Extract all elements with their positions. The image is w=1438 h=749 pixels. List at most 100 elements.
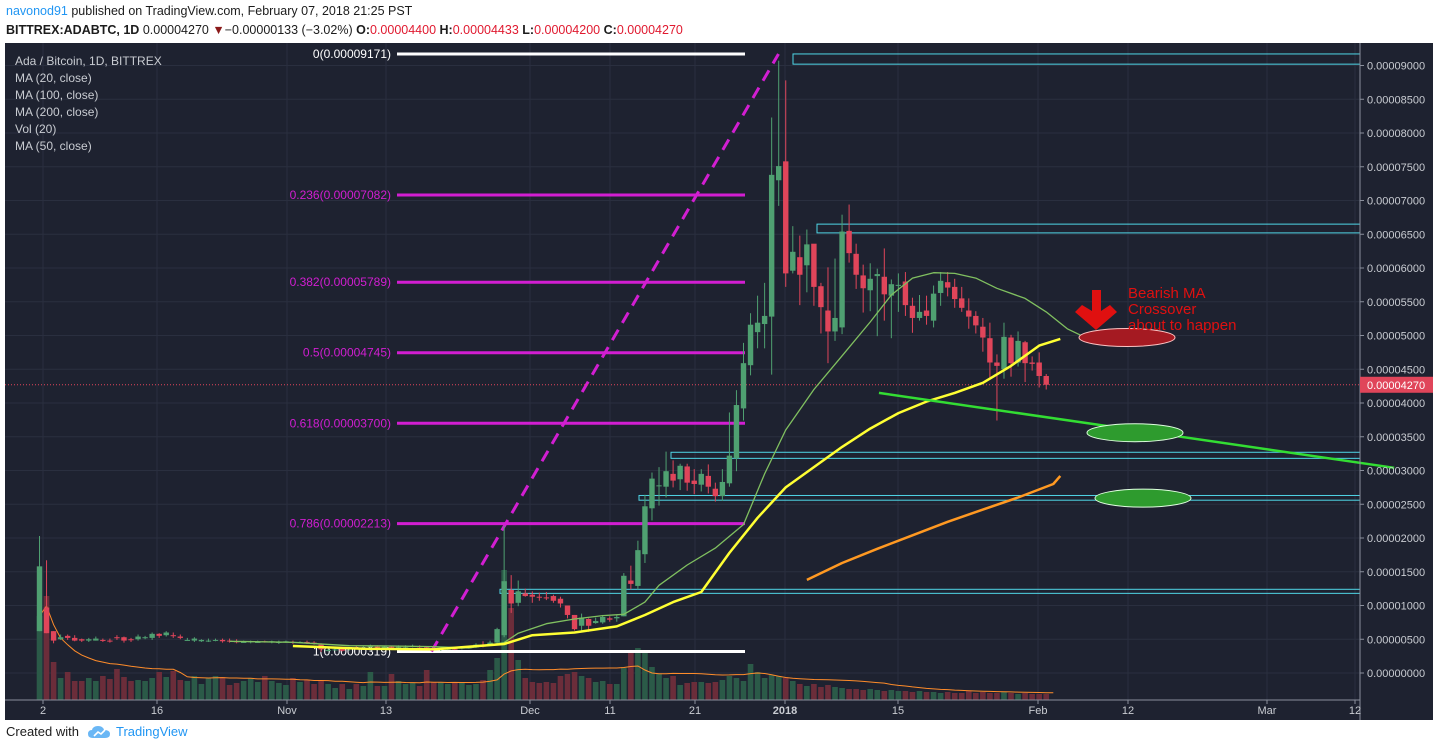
volume-bar (543, 682, 550, 700)
candle (135, 634, 141, 641)
footer: Created with TradingView (0, 720, 1438, 749)
author-link[interactable]: navonod91 (6, 4, 68, 18)
candle-body (621, 575, 627, 617)
high-value: 0.00004433 (452, 23, 519, 37)
volume-bar (473, 684, 479, 700)
volume-bar (804, 686, 810, 700)
created-with: Created with TradingView (6, 724, 188, 739)
volume-bar (747, 664, 754, 700)
grid (5, 31, 1360, 700)
candle (607, 616, 613, 622)
candle-body (585, 619, 592, 626)
candle (783, 80, 789, 287)
volume-bar (114, 669, 120, 700)
volume-bar (684, 683, 690, 700)
volume-bar (36, 616, 43, 700)
volume-bar (628, 650, 634, 700)
candle-body (839, 231, 845, 328)
candle-body (50, 631, 57, 641)
candle (684, 463, 690, 491)
candle-body (592, 621, 599, 624)
candle-body (860, 275, 866, 289)
candle (663, 451, 669, 498)
volume-bar (466, 685, 472, 700)
candle-body (93, 638, 99, 641)
volume-bar (71, 681, 78, 700)
candle (923, 295, 930, 325)
time-tick-label: 2 (40, 705, 46, 717)
candle (57, 634, 64, 640)
volume-bar (170, 671, 177, 700)
fib-level-label: 0.382(0.00005789) (290, 275, 391, 289)
volume-bar (226, 685, 233, 700)
candle (747, 313, 754, 376)
volume-bar (958, 693, 965, 700)
candle-body (768, 174, 775, 317)
candle-body (670, 473, 676, 481)
volume-bar (797, 684, 803, 700)
candle-body (973, 315, 979, 326)
open-label: O: (356, 23, 370, 37)
candle (184, 637, 191, 641)
candle (776, 60, 782, 206)
volume-bar (818, 687, 824, 700)
candle-body (740, 363, 747, 409)
candle (508, 575, 514, 613)
candle-body (79, 639, 85, 641)
candle (937, 272, 944, 306)
candle-body (937, 280, 944, 293)
volume-bar (585, 678, 592, 700)
candle (916, 295, 923, 321)
candle (529, 591, 535, 603)
volume-bar (360, 686, 367, 700)
candle (811, 243, 817, 306)
volume-bar (367, 672, 374, 700)
candle (86, 637, 92, 642)
candle-body (536, 596, 543, 598)
indicator-legend: Ada / Bitcoin, 1D, BITTREX MA (20, close… (15, 53, 162, 155)
volume-bar (881, 691, 888, 700)
volume-bar (578, 676, 585, 700)
chart-area[interactable]: 0(0.00009171) 0.236(0.00007082) 0.382(0.00… (5, 31, 1433, 720)
candle (100, 638, 106, 642)
tradingview-brand[interactable]: TradingView (87, 724, 188, 739)
volume-bar (754, 672, 761, 700)
time-tick-label: Dec (520, 705, 540, 717)
volume-ma-line (39, 604, 1054, 694)
price-chart[interactable]: 0(0.00009171) 0.236(0.00007082) 0.382(0.00… (5, 31, 1433, 720)
volume-bar (332, 688, 338, 700)
candle (128, 637, 134, 642)
candle (952, 278, 958, 308)
fib-diagonal-line (430, 53, 780, 653)
price-tick-label: 0.00003500 (1367, 432, 1425, 444)
volume-bar (388, 674, 395, 700)
candle-body (163, 632, 169, 636)
candle (79, 638, 85, 642)
candle-body (1022, 342, 1028, 364)
ma100-line (806, 475, 1062, 582)
time-axis-background (5, 700, 1360, 720)
volume-bar (902, 691, 909, 700)
candle-body (1015, 340, 1021, 363)
legend-ma200: MA (200, close) (15, 105, 99, 119)
candle (860, 264, 866, 313)
candle-body (191, 638, 198, 641)
volume-bar (430, 682, 437, 700)
volume-bar (599, 681, 606, 700)
price-tick-label: 0.00002500 (1367, 499, 1425, 511)
candle-body (818, 286, 824, 308)
volume-bar (846, 689, 852, 700)
fib-retracement: 0(0.00009171) 0.236(0.00007082) 0.382(0.00… (290, 47, 780, 658)
volume-bar (57, 678, 64, 700)
price-tick-label: 0.00006000 (1367, 263, 1425, 275)
close-label: C: (603, 23, 617, 37)
candle-body (966, 310, 972, 317)
candle (600, 614, 606, 624)
candle-body (156, 633, 162, 636)
volume-bar (811, 684, 817, 700)
volume-bar (768, 675, 775, 700)
candle (628, 565, 634, 590)
candle-body (100, 639, 106, 641)
volume-bar (311, 684, 317, 700)
symbol-label: BITTREX:ADABTC, 1D (6, 23, 140, 37)
